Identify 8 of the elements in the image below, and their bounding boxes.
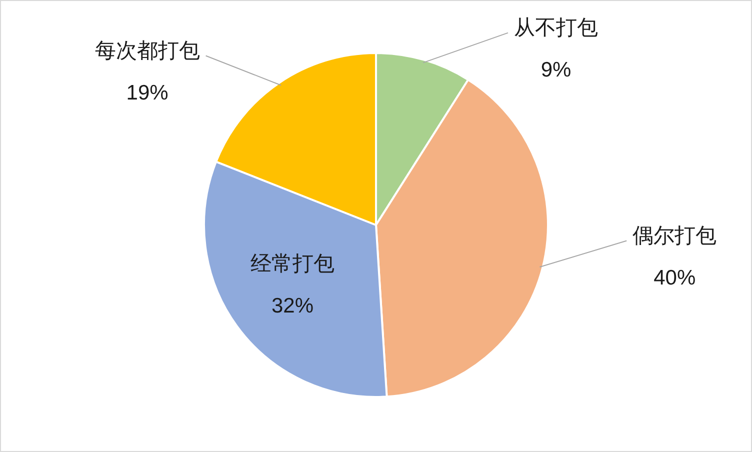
slice-label: 每次都打包 <box>94 40 200 63</box>
data-label: 32% <box>271 294 314 318</box>
data-label: 40% <box>654 266 696 290</box>
slice-label: 从不打包 <box>514 16 598 40</box>
data-label: 9% <box>540 58 572 82</box>
data-label: 19% <box>126 82 168 105</box>
slice-label: 经常打包 <box>250 252 335 276</box>
slice-label: 偶尔打包 <box>632 224 717 248</box>
